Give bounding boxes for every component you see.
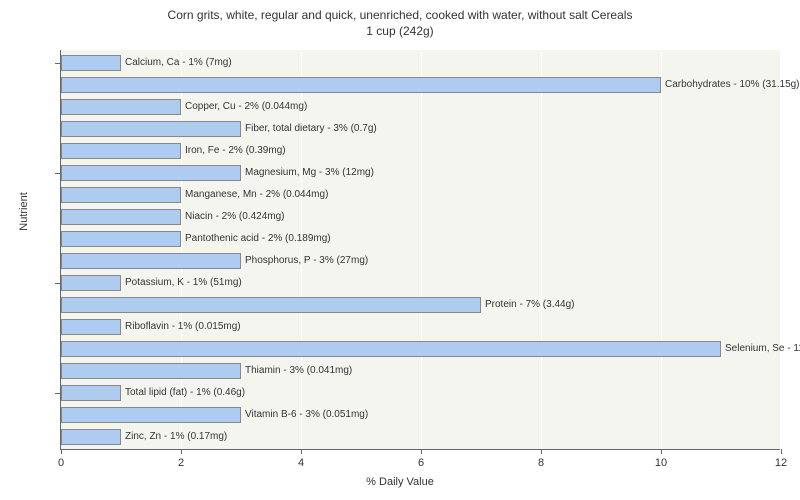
bar bbox=[61, 407, 241, 423]
bar-label: Pantothenic acid - 2% (0.189mg) bbox=[181, 231, 331, 247]
bar bbox=[61, 385, 121, 401]
x-tick-label: 0 bbox=[58, 457, 64, 469]
bar-label: Protein - 7% (3.44g) bbox=[481, 297, 575, 313]
nutrient-chart: Corn grits, white, regular and quick, un… bbox=[0, 0, 800, 500]
x-tick-label: 4 bbox=[298, 457, 304, 469]
chart-title: Corn grits, white, regular and quick, un… bbox=[0, 0, 800, 39]
bar-label: Potassium, K - 1% (51mg) bbox=[121, 275, 242, 291]
bar bbox=[61, 77, 661, 93]
bar-label: Fiber, total dietary - 3% (0.7g) bbox=[241, 121, 377, 137]
bar bbox=[61, 363, 241, 379]
x-tick-label: 2 bbox=[178, 457, 184, 469]
x-tick bbox=[61, 449, 62, 454]
bar-label: Riboflavin - 1% (0.015mg) bbox=[121, 319, 241, 335]
bar bbox=[61, 187, 181, 203]
gridline bbox=[541, 50, 542, 449]
bar bbox=[61, 231, 181, 247]
bar bbox=[61, 143, 181, 159]
x-tick bbox=[541, 449, 542, 454]
bar bbox=[61, 99, 181, 115]
y-tick bbox=[55, 173, 61, 174]
x-tick bbox=[421, 449, 422, 454]
bar-label: Selenium, Se - 11% (7.5mcg) bbox=[721, 341, 800, 357]
plot-area: 024681012Calcium, Ca - 1% (7mg)Carbohydr… bbox=[60, 50, 780, 450]
bar bbox=[61, 165, 241, 181]
x-tick bbox=[661, 449, 662, 454]
bar-label: Copper, Cu - 2% (0.044mg) bbox=[181, 99, 307, 115]
bar-label: Thiamin - 3% (0.041mg) bbox=[241, 363, 352, 379]
title-line-2: 1 cup (242g) bbox=[0, 24, 800, 40]
gridline bbox=[421, 50, 422, 449]
bar bbox=[61, 121, 241, 137]
bar bbox=[61, 319, 121, 335]
x-axis-label: % Daily Value bbox=[366, 476, 434, 488]
bar-label: Phosphorus, P - 3% (27mg) bbox=[241, 253, 368, 269]
bar-label: Total lipid (fat) - 1% (0.46g) bbox=[121, 385, 245, 401]
bar-label: Vitamin B-6 - 3% (0.051mg) bbox=[241, 407, 368, 423]
x-tick-label: 10 bbox=[655, 457, 667, 469]
bar bbox=[61, 275, 121, 291]
x-tick-label: 12 bbox=[775, 457, 787, 469]
bar bbox=[61, 341, 721, 357]
x-tick-label: 8 bbox=[538, 457, 544, 469]
bar bbox=[61, 209, 181, 225]
bar-label: Carbohydrates - 10% (31.15g) bbox=[661, 77, 800, 93]
x-tick bbox=[181, 449, 182, 454]
y-tick bbox=[55, 283, 61, 284]
bar-label: Manganese, Mn - 2% (0.044mg) bbox=[181, 187, 328, 203]
gridline bbox=[661, 50, 662, 449]
gridline bbox=[781, 50, 782, 449]
bar-label: Iron, Fe - 2% (0.39mg) bbox=[181, 143, 286, 159]
y-tick bbox=[55, 393, 61, 394]
bar-label: Magnesium, Mg - 3% (12mg) bbox=[241, 165, 374, 181]
bar-label: Calcium, Ca - 1% (7mg) bbox=[121, 55, 232, 71]
bar-label: Niacin - 2% (0.424mg) bbox=[181, 209, 284, 225]
x-tick bbox=[781, 449, 782, 454]
bar bbox=[61, 429, 121, 445]
y-tick bbox=[55, 63, 61, 64]
x-tick bbox=[301, 449, 302, 454]
bar bbox=[61, 297, 481, 313]
x-tick-label: 6 bbox=[418, 457, 424, 469]
title-line-1: Corn grits, white, regular and quick, un… bbox=[0, 8, 800, 24]
y-axis-label: Nutrient bbox=[18, 192, 30, 231]
bar bbox=[61, 55, 121, 71]
bar-label: Zinc, Zn - 1% (0.17mg) bbox=[121, 429, 227, 445]
bar bbox=[61, 253, 241, 269]
